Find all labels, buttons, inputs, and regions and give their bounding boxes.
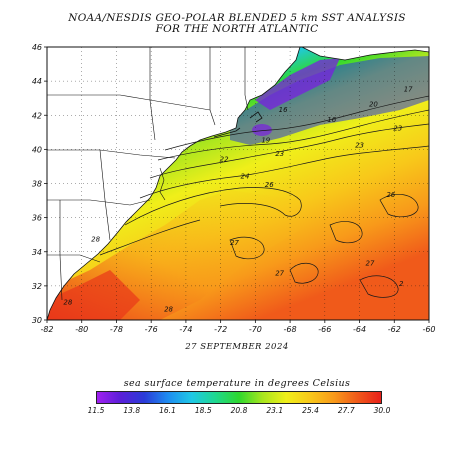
lon-tick-label: -80 [75,325,88,334]
lon-tick-label: -60 [422,325,435,334]
colorbar-tick-label: 13.8 [123,406,141,415]
lat-tick-label: 44 [32,77,42,86]
contour-label: 27 [230,239,239,247]
axis-ticks: -82 -80 -78 -76 -74 -72 -70 -68 -66 -64 -62 -60 30 32… [32,43,436,334]
lat-tick-label: 34 [32,248,42,257]
coldest-patch [255,58,340,110]
lon-tick-label: -82 [40,325,53,334]
isotherm-contours [99,95,429,298]
contour-label: 2 [399,280,404,288]
chesapeake-bay [159,167,166,201]
contour-label: 16 [279,106,288,114]
nova-scotia [301,47,429,61]
colorbar-tick-label: 11.5 [87,406,105,415]
lon-tick-label: -62 [388,325,401,334]
lon-tick-label: -72 [214,325,227,334]
lon-tick-label: -68 [284,325,297,334]
contour-label: 26 [265,181,274,189]
lat-tick-label: 46 [32,43,42,52]
colorbar-tick-label: 25.4 [302,406,319,415]
land-mass [47,47,301,320]
colorbar-tick-label: 18.5 [194,406,212,415]
contour-label: 28 [164,305,173,313]
contour-label: 22 [220,155,229,163]
lon-tick-label: -74 [179,325,192,334]
contour-label: 20 [369,101,378,109]
lat-tick-label: 38 [32,180,42,189]
temperature-colorbar [96,391,382,404]
cold-gulf-of-maine-band [230,56,429,145]
contour-label: 23 [393,125,402,133]
contour-label: 16 [327,116,336,124]
contour-label: 26 [386,191,395,199]
contour-label: 19 [261,137,270,145]
lat-tick-label: 30 [32,316,42,325]
contour-label: 28 [91,236,100,244]
lat-tick-label: 42 [32,111,42,120]
chart-subtitle: FOR THE NORTH ATLANTIC [155,23,319,35]
long-island-coast [213,127,241,138]
map-area: 16 16 19 20 17 23 22 23 23 24 26 26 27 27 27 28 28 28 2 [47,47,429,320]
colorbar-tick-label: 20.8 [230,406,248,415]
analysis-date: 27 SEPTEMBER 2024 [185,342,289,352]
contour-labels: 16 16 19 20 17 23 22 23 23 24 26 26 27 27 27 28 28 28 2 [63,85,413,313]
cape-cod-coast [249,111,263,123]
lon-tick-label: -76 [145,325,158,334]
contour-label: 24 [240,172,249,180]
colorbar-tick-label: 16.1 [159,406,176,415]
lon-tick-label: -70 [249,325,262,334]
colorbar-tick-label: 23.1 [266,406,284,415]
state-borders [47,47,249,301]
cold-eddy [252,124,272,136]
contour-label: 27 [366,259,375,267]
lon-tick-label: -66 [318,325,331,334]
contour-label: 23 [275,150,284,158]
lat-tick-label: 32 [32,282,42,291]
contour-label: 28 [63,299,72,307]
colorbar-tick-label: 30.0 [373,406,391,415]
hot-southwest-patch [47,270,140,320]
lat-tick-label: 36 [32,214,42,223]
contour-label: 17 [404,85,413,93]
lon-tick-label: -64 [353,325,366,334]
lat-tick-label: 40 [32,145,42,154]
chart-title: NOAA/NESDIS GEO-POLAR BLENDED 5 km SST A… [68,12,406,24]
colorbar-label: sea surface temperature in degrees Celsi… [123,378,351,389]
contour-label: 27 [275,270,284,278]
lon-tick-label: -78 [110,325,123,334]
colorbar-tick-label: 27.7 [337,406,355,415]
contour-label: 23 [355,142,364,150]
